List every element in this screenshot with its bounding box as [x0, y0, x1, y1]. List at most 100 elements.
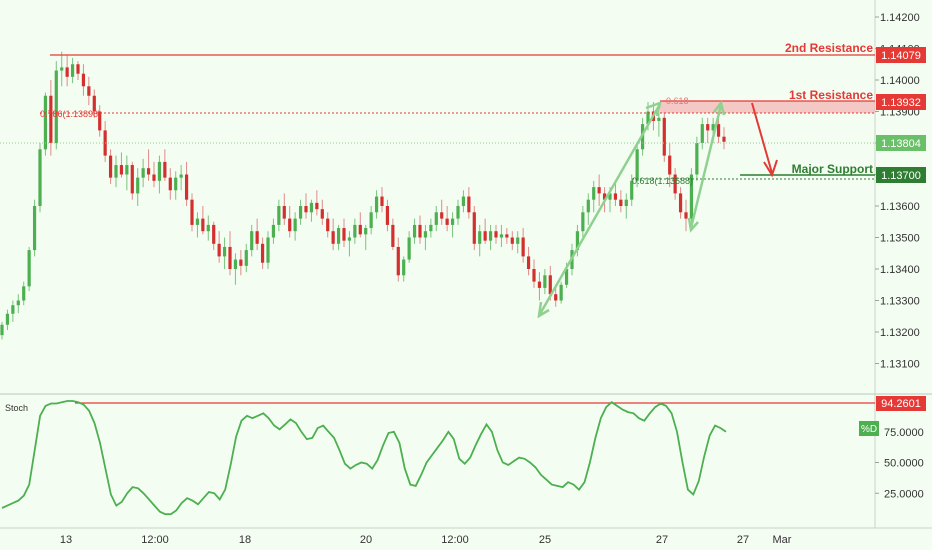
- candle-body: [597, 187, 601, 194]
- candle-body: [260, 243, 265, 263]
- candle: [179, 165, 183, 191]
- candle-body: [483, 231, 487, 241]
- candle: [27, 246, 31, 292]
- stoch-level-tag: 94.2601: [876, 396, 926, 411]
- candle-body: [391, 224, 395, 247]
- price-tick-label: 1.13100: [880, 359, 920, 371]
- major-support-tag-box: [876, 167, 926, 183]
- candle: [537, 272, 542, 301]
- candle-body: [11, 305, 15, 314]
- candle-body: [43, 95, 48, 150]
- candle-body: [499, 234, 504, 238]
- candle: [190, 193, 194, 232]
- candle-body: [250, 231, 254, 251]
- candle-body: [673, 174, 677, 194]
- candle-body: [575, 231, 580, 251]
- time-axis: 13 12:00 18 20 12:00 25 27 27 Mar: [60, 534, 792, 546]
- stoch-legend-tag-box: [859, 421, 879, 436]
- candle-body: [125, 165, 129, 175]
- candle-body: [543, 275, 547, 288]
- candle: [43, 92, 48, 156]
- candle-body: [32, 206, 37, 251]
- candle-body: [456, 206, 460, 219]
- time-tick-label: 12:00: [141, 534, 169, 546]
- stoch-tick-label: 75.0000: [884, 427, 924, 439]
- candle: [364, 224, 368, 251]
- candle-body: [293, 218, 297, 232]
- candle: [374, 190, 379, 219]
- candle-body: [141, 168, 145, 178]
- candle-body: [168, 177, 172, 191]
- candle-body: [364, 228, 368, 235]
- candle: [488, 224, 493, 251]
- candle-body: [494, 231, 498, 238]
- candle-body: [157, 161, 162, 181]
- candle: [141, 158, 145, 188]
- candle-body: [619, 199, 623, 206]
- candle: [98, 105, 102, 137]
- candle-body: [27, 250, 31, 287]
- candle-body: [136, 177, 140, 194]
- time-tick-label: 25: [539, 534, 551, 546]
- first-resistance-tag-box: [876, 94, 926, 110]
- candle: [456, 199, 460, 225]
- candle: [0, 321, 4, 340]
- candle: [695, 136, 699, 181]
- candle-body: [87, 86, 91, 96]
- candle-body: [304, 206, 308, 213]
- candle: [478, 224, 482, 257]
- candle: [114, 155, 118, 188]
- candle-body: [336, 228, 341, 244]
- stoch-legend-tag-text: %D: [861, 424, 877, 435]
- candle-body: [423, 231, 428, 238]
- candle-body: [564, 269, 569, 285]
- candle-body: [222, 246, 227, 257]
- candle-body: [374, 196, 379, 213]
- candle: [336, 224, 341, 251]
- candle-body: [429, 224, 433, 232]
- upswing-arrowhead-1-top: [645, 101, 662, 117]
- candle-body: [478, 231, 482, 244]
- stoch-axis: 75.0000 50.0000 25.0000: [875, 427, 924, 500]
- candle-body: [689, 174, 694, 219]
- candle-body: [505, 234, 509, 238]
- candle: [440, 199, 444, 225]
- price-tick-label: 1.13600: [880, 201, 920, 213]
- candle: [613, 180, 618, 206]
- candle-body: [179, 174, 183, 178]
- stoch-d-line: [1, 400, 727, 516]
- second-resistance-level: 2nd Resistance: [50, 41, 875, 56]
- candle: [347, 231, 352, 257]
- candle-body: [711, 124, 715, 131]
- downside-projection-arrowhead: [763, 159, 778, 178]
- candle-body: [70, 64, 75, 77]
- candle-body: [695, 143, 699, 175]
- candle-body: [119, 165, 124, 175]
- candle: [250, 224, 254, 257]
- candle-body: [662, 117, 666, 156]
- candle-body: [174, 177, 178, 191]
- candle: [304, 193, 308, 219]
- candle-body: [271, 224, 276, 238]
- candle-body: [195, 218, 200, 225]
- first-resistance-tag-text: 1.13932: [881, 97, 921, 109]
- candle: [244, 243, 248, 273]
- candle: [668, 143, 672, 188]
- candle: [65, 54, 69, 87]
- candle-body: [440, 212, 444, 219]
- candle: [619, 190, 623, 213]
- candle: [586, 193, 590, 225]
- candle: [461, 190, 466, 213]
- candle-body: [49, 95, 53, 143]
- candle-body: [163, 161, 167, 178]
- candle-body: [22, 286, 26, 301]
- candle: [288, 206, 292, 238]
- candle-body: [418, 224, 422, 238]
- candle: [467, 187, 471, 219]
- candle-body: [510, 237, 514, 244]
- candle: [722, 127, 726, 150]
- time-tick-label: 13: [60, 534, 72, 546]
- candle: [260, 237, 265, 269]
- candle-body: [228, 246, 232, 269]
- second-resistance-tag: 1.14079: [876, 47, 926, 63]
